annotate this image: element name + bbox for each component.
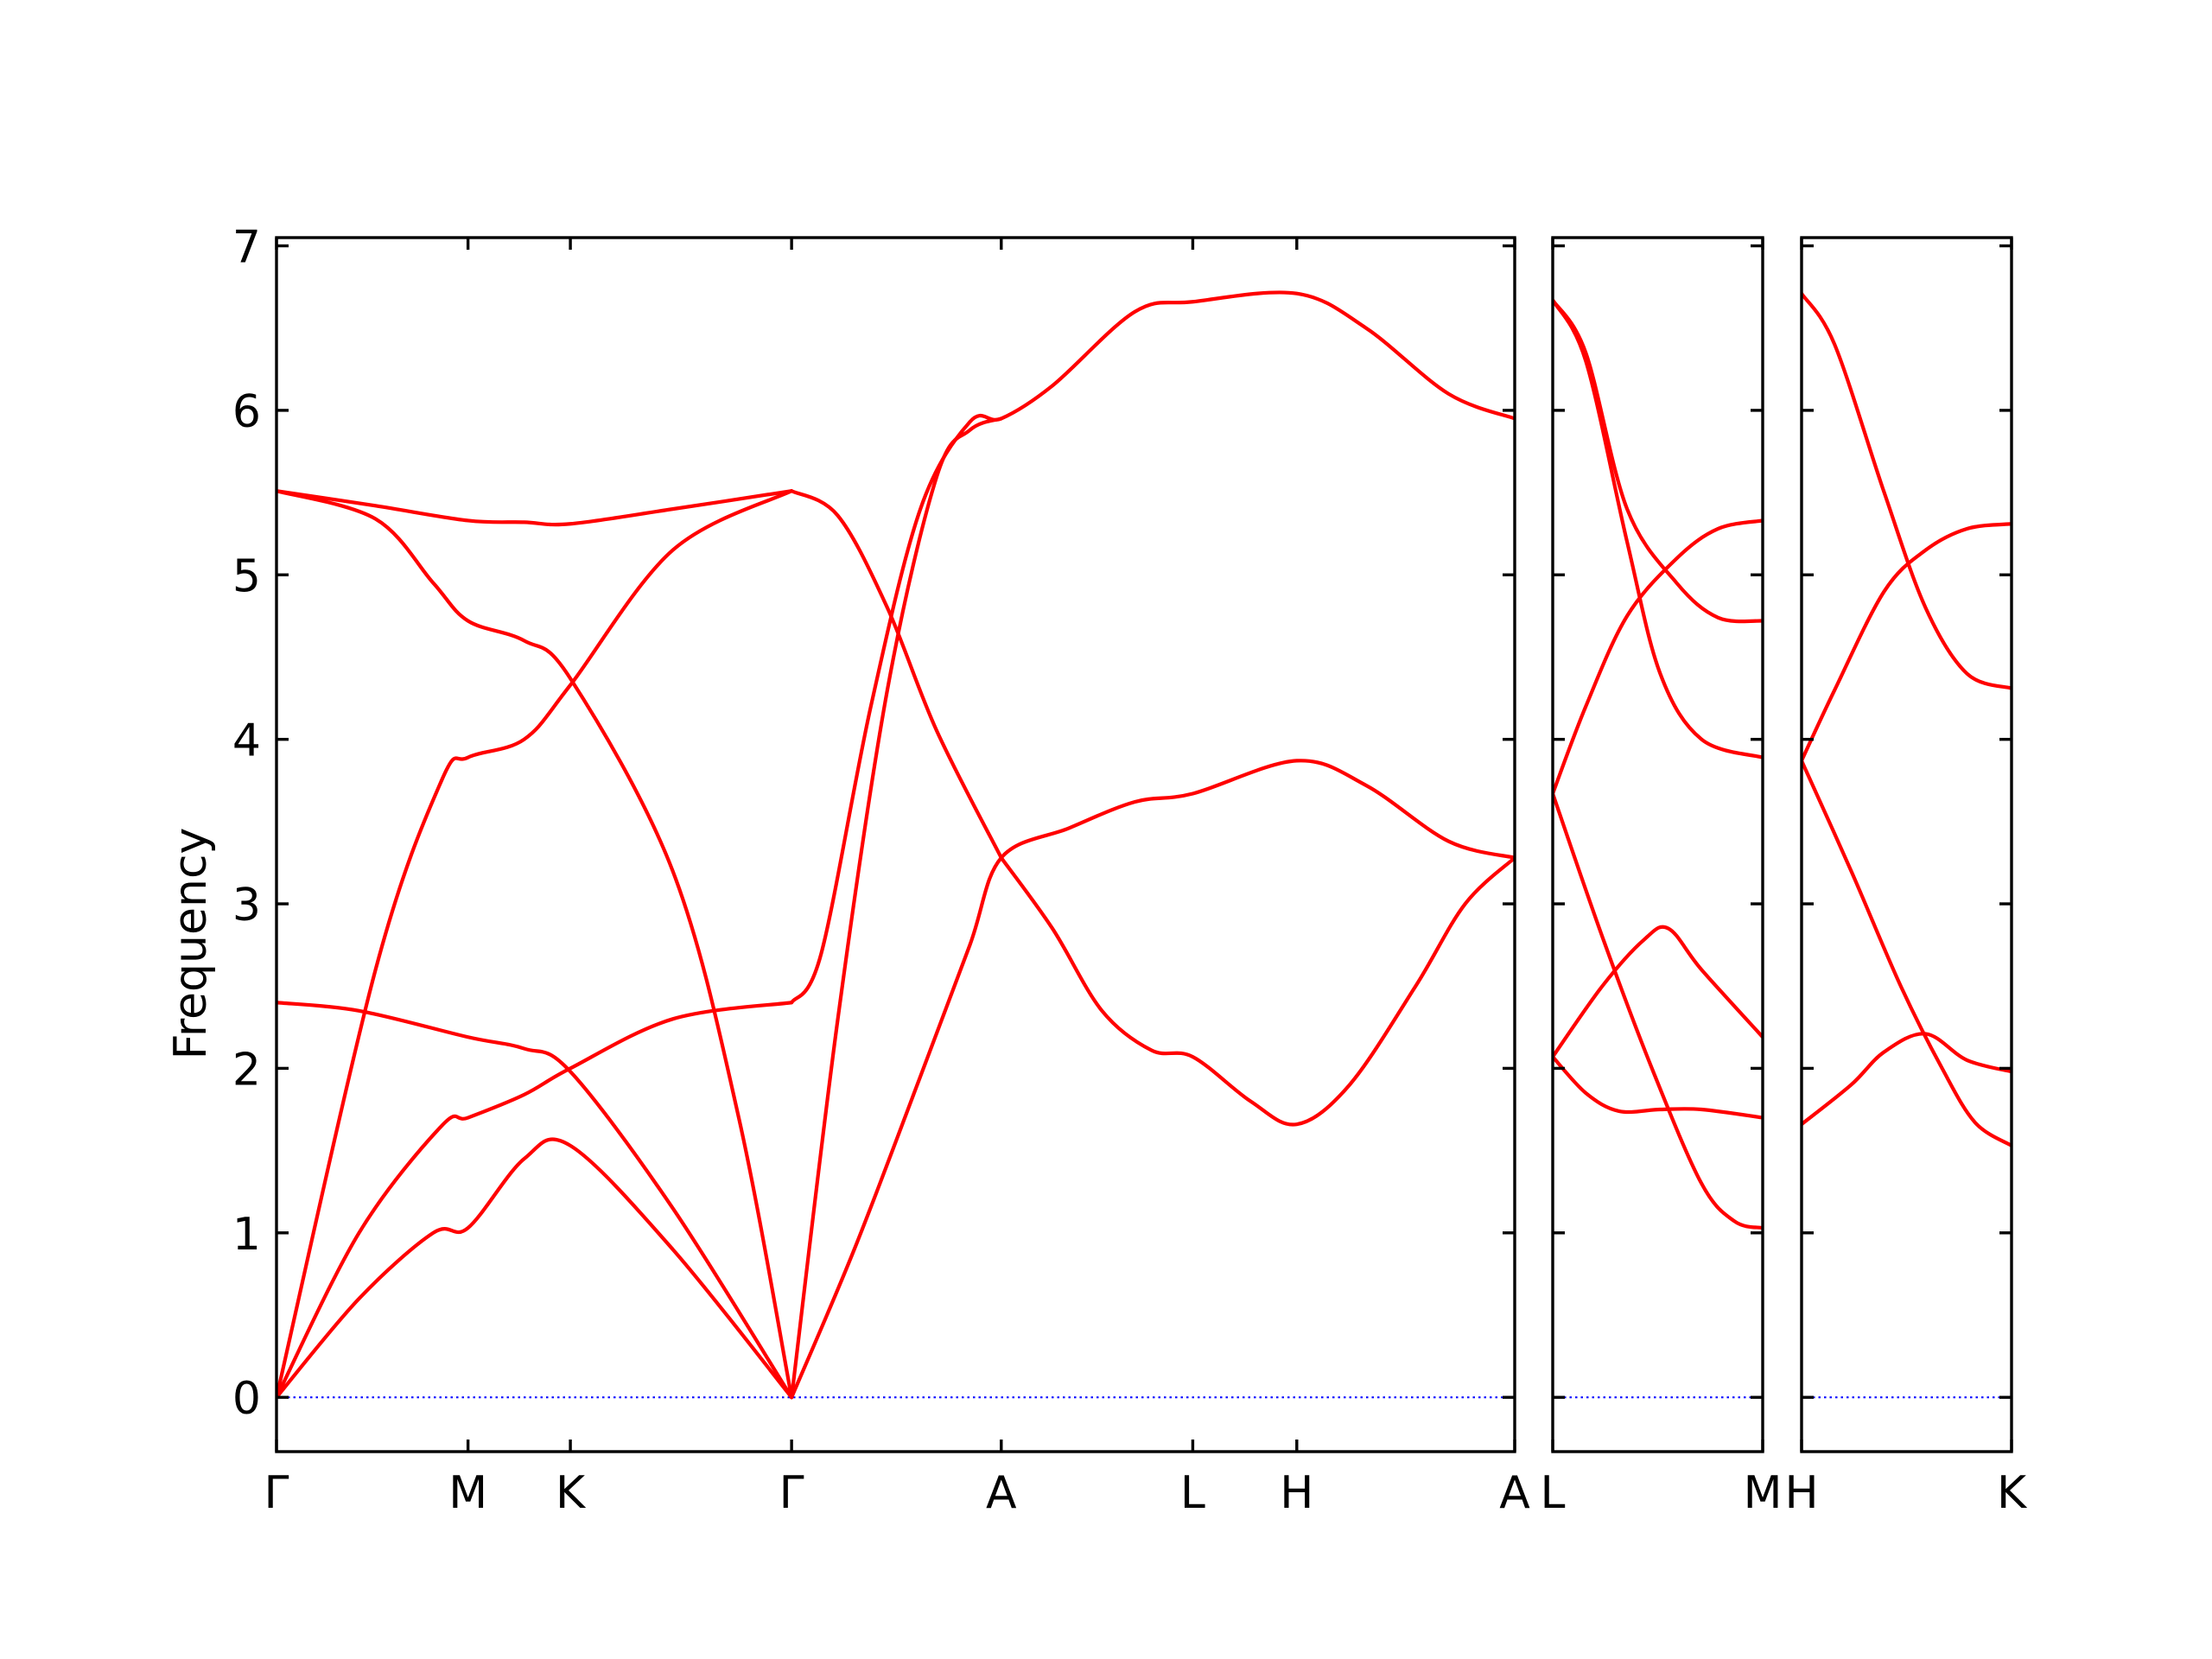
band-group [1802, 291, 2012, 1147]
x-tick-label: L [1541, 1467, 1566, 1519]
band-group [276, 290, 1515, 1400]
x-tick-label: M [1744, 1467, 1783, 1519]
x-tick-label: Γ [779, 1467, 804, 1519]
y-tick-label: 6 [232, 386, 261, 438]
band-p1-5 [276, 1001, 794, 1400]
x-tick-label: H [1280, 1467, 1313, 1519]
x-tick-label: A [986, 1467, 1017, 1519]
y-axis-label: Frequency [165, 828, 217, 1060]
band-p1-6 [276, 1137, 794, 1400]
band-p2-2 [1553, 298, 1763, 760]
band-p1-8 [790, 290, 1515, 1005]
y-tick-label: 1 [232, 1209, 261, 1261]
band-p1-1 [276, 489, 794, 527]
band-p2-6 [1553, 1054, 1763, 1120]
band-p3-3 [1802, 759, 2012, 1147]
y-tick-label: 7 [232, 222, 261, 274]
band-p1-11 [999, 855, 1515, 1127]
y-tick-label: 3 [232, 880, 261, 931]
band-p2-1 [1553, 298, 1763, 624]
y-tick-label: 4 [232, 715, 261, 767]
band-p2-5 [1553, 925, 1763, 1059]
y-tick-label: 0 [232, 1373, 261, 1425]
band-p1-9 [790, 416, 1003, 1400]
band-p2-4 [1553, 791, 1763, 1230]
band-group [1553, 298, 1763, 1230]
band-p1-2 [276, 489, 794, 1400]
y-tick-label: 2 [232, 1044, 261, 1096]
x-tick-label: K [556, 1467, 587, 1519]
band-p1-3 [276, 489, 794, 1400]
panel-frame [275, 236, 1516, 1453]
band-p1-7 [790, 489, 1003, 860]
y-tick-label: 5 [232, 550, 261, 602]
band-p1-10 [790, 759, 1515, 1400]
panel-frame [1800, 236, 2013, 1453]
x-tick-label: L [1180, 1467, 1205, 1519]
x-tick-label: H [1784, 1467, 1818, 1519]
x-tick-label: M [448, 1467, 487, 1519]
band-p2-3 [1553, 518, 1763, 796]
band-p3-1 [1802, 291, 2012, 690]
band-p3-4 [1802, 1032, 2012, 1127]
x-tick-label: K [1997, 1467, 2028, 1519]
x-tick-label: A [1499, 1467, 1530, 1519]
band-p3-2 [1802, 522, 2012, 763]
band-p1-4 [276, 1001, 794, 1400]
panel-1: Γ M K Γ A L H A 0 1 2 3 4 5 6 7 [232, 222, 1530, 1519]
panel-frame [1551, 236, 1764, 1453]
x-tick-label: Γ [264, 1467, 289, 1519]
